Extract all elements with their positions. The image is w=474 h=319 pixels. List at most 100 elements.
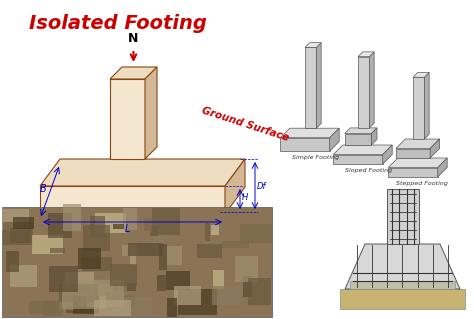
Bar [94,300,131,315]
Bar [157,275,165,291]
Polygon shape [225,159,245,214]
Bar [235,256,258,282]
Polygon shape [110,79,145,159]
Bar [63,204,81,231]
Bar [29,301,56,314]
Bar [153,229,164,244]
Bar [178,289,217,315]
Polygon shape [438,158,447,177]
Bar [10,228,30,243]
Bar [62,281,99,309]
Bar [6,251,19,272]
Polygon shape [424,72,429,139]
Polygon shape [305,48,317,128]
Polygon shape [345,128,377,134]
Polygon shape [430,139,439,158]
Polygon shape [40,186,225,214]
Polygon shape [388,158,447,167]
Bar [222,241,249,249]
Polygon shape [369,52,374,128]
Polygon shape [280,128,339,138]
Bar [152,208,180,235]
Bar [205,224,210,241]
Polygon shape [345,134,371,145]
Text: L: L [125,224,130,234]
Polygon shape [383,145,392,164]
Bar [78,293,107,308]
Text: N: N [128,32,138,45]
Polygon shape [110,67,157,79]
Bar [2,209,29,230]
Bar [123,208,137,230]
Bar [109,283,136,291]
Polygon shape [358,52,374,57]
Bar [65,306,95,314]
Bar [82,225,110,251]
Polygon shape [330,128,339,151]
Bar [114,297,152,316]
Text: B: B [40,184,47,194]
Polygon shape [413,77,424,139]
Bar [112,295,134,308]
Bar [387,189,419,244]
Bar [3,222,33,245]
Bar [82,257,112,271]
Polygon shape [345,244,460,289]
Bar [150,226,158,236]
Polygon shape [317,43,321,128]
Text: Ground Surface: Ground Surface [200,105,290,143]
Bar [13,218,34,229]
Bar [350,281,455,289]
Bar [73,296,99,314]
Bar [48,213,72,239]
Bar [113,224,124,229]
Bar [91,216,105,237]
Polygon shape [413,72,429,77]
Text: Stepped Footing: Stepped Footing [396,181,447,186]
Polygon shape [396,139,439,149]
Polygon shape [333,145,392,154]
Text: Sloped Footing: Sloped Footing [345,168,392,173]
Bar [91,284,114,292]
Polygon shape [358,57,369,128]
Bar [244,276,252,297]
Polygon shape [371,128,377,145]
Bar [59,284,98,301]
Bar [167,246,182,265]
Polygon shape [40,159,245,186]
Bar [65,272,94,295]
Bar [94,279,127,296]
Bar [49,266,78,293]
Bar [159,244,167,270]
Bar [166,271,190,290]
Bar [212,286,242,305]
Bar [109,264,137,286]
Polygon shape [388,167,438,177]
Bar [247,278,271,305]
Bar [144,218,152,231]
Bar [240,224,272,243]
Bar [59,301,74,310]
Bar [50,248,65,253]
Text: Isolated Footing: Isolated Footing [29,14,207,33]
Bar [122,245,137,256]
Bar [174,286,201,305]
Bar [95,213,126,233]
Text: H: H [242,193,248,202]
Polygon shape [396,149,430,158]
Bar [32,235,64,254]
Bar [78,249,101,269]
Bar [128,243,163,256]
Bar [43,301,63,315]
Bar [197,244,222,258]
Bar [340,289,465,309]
Bar [156,275,164,288]
Polygon shape [280,138,330,151]
Text: Df: Df [257,182,266,191]
Bar [166,298,177,316]
Bar [10,265,37,287]
Polygon shape [333,154,383,164]
Text: Simple Footing: Simple Footing [292,155,339,160]
Bar [129,245,136,265]
Bar [87,280,124,307]
